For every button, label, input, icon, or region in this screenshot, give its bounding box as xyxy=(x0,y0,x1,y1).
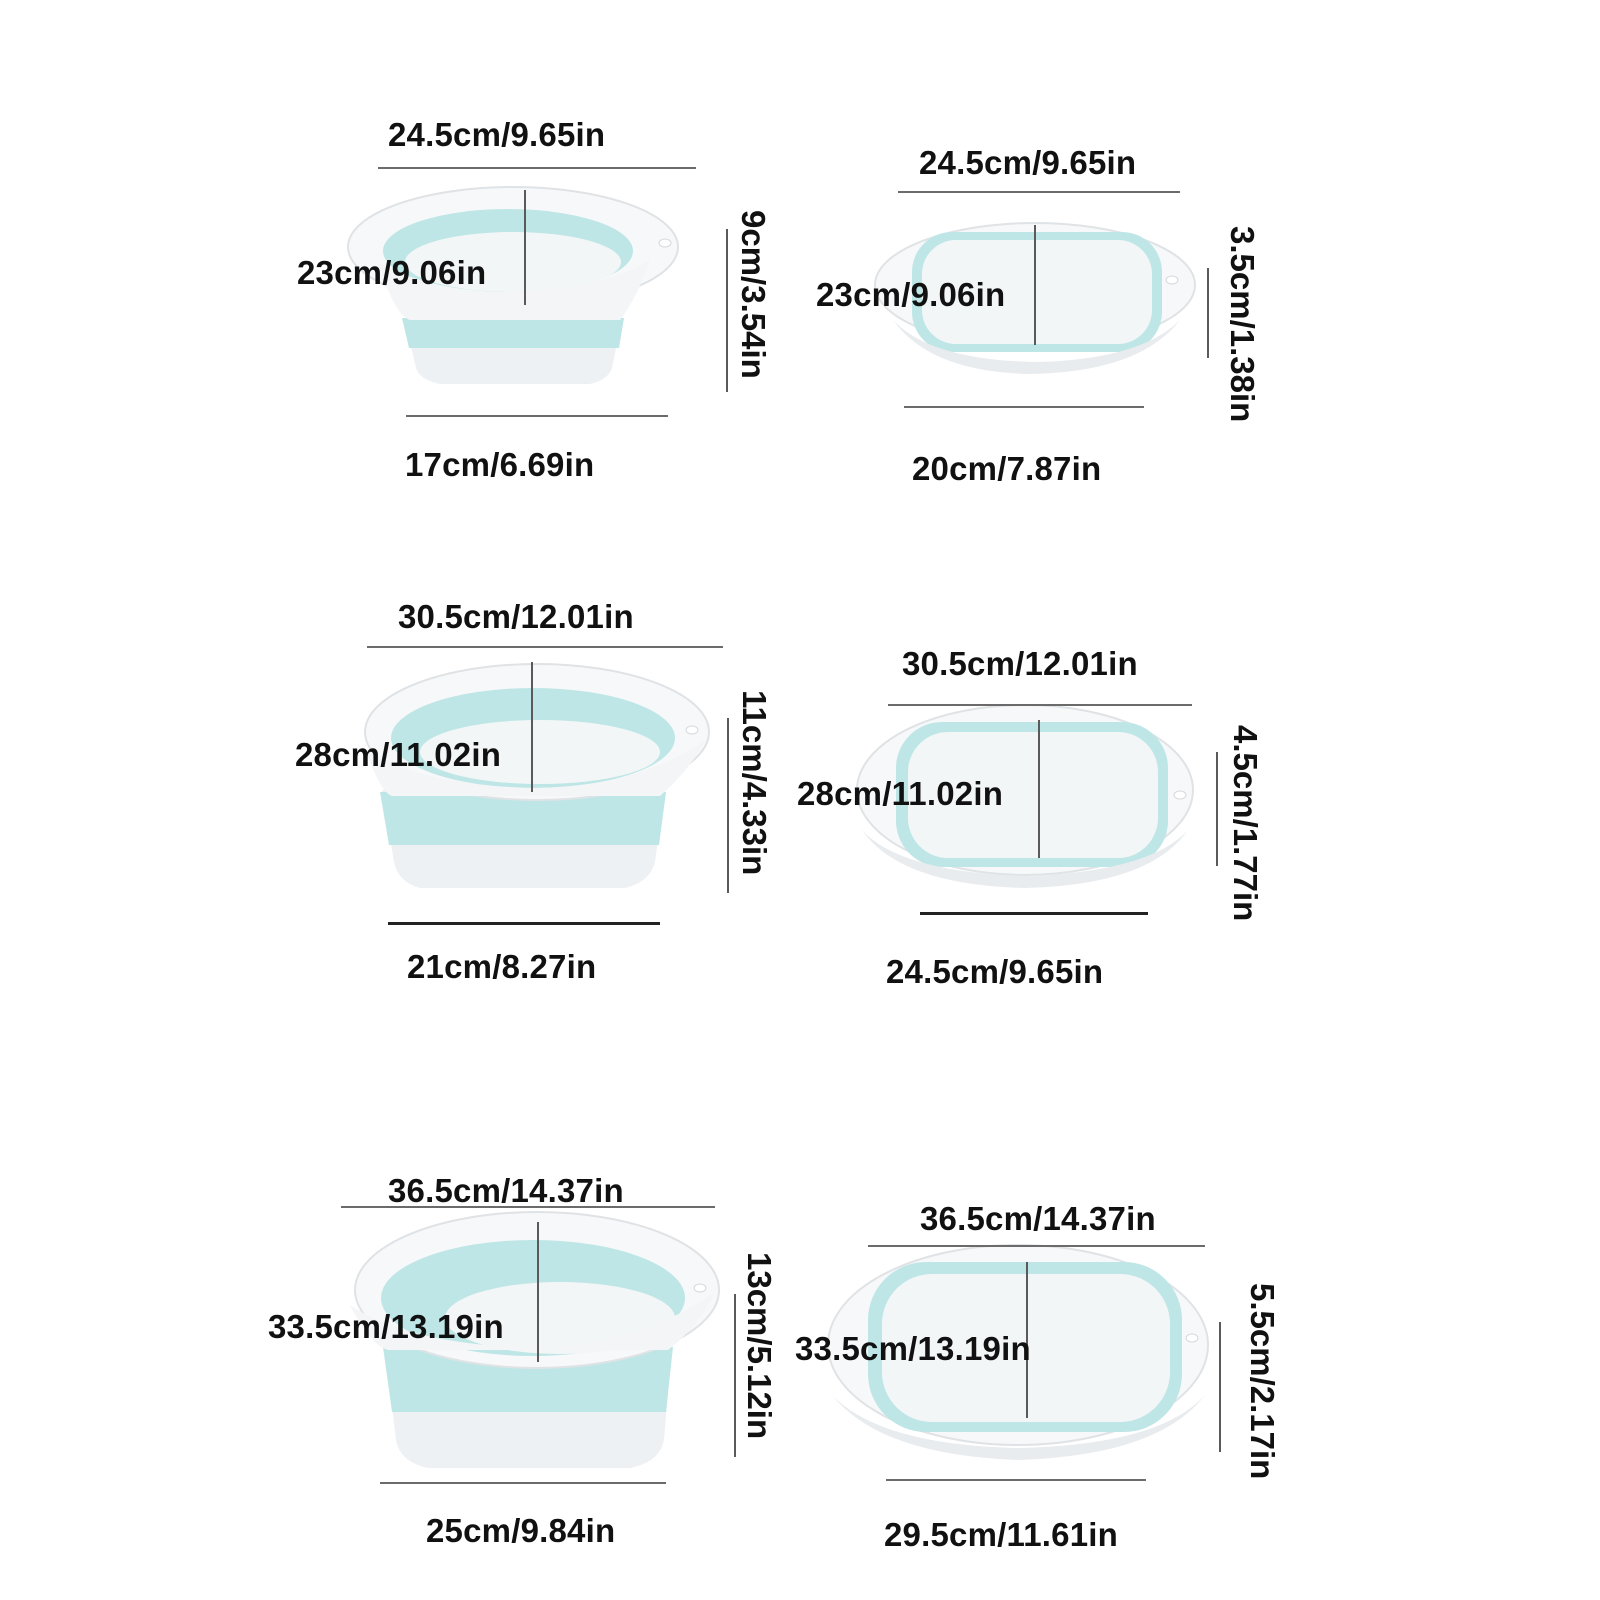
bottom-width-label: 25cm/9.84in xyxy=(426,1512,616,1549)
top-width-label: 24.5cm/9.65in xyxy=(919,144,1137,181)
bottom-width-line xyxy=(406,415,668,417)
top-width-label: 30.5cm/12.01in xyxy=(398,598,634,635)
depth-line xyxy=(531,662,533,792)
top-width-label: 36.5cm/14.37in xyxy=(388,1172,624,1209)
depth-label: 33.5cm/13.19in xyxy=(795,1330,1031,1367)
height-label: 5.5cm/2.17in xyxy=(1244,1283,1281,1480)
bottom-width-line xyxy=(380,1482,666,1484)
depth-label: 28cm/11.02in xyxy=(295,736,502,773)
height-line xyxy=(727,718,729,893)
depth-line xyxy=(1034,225,1036,345)
height-line xyxy=(1219,1322,1221,1452)
top-width-label: 24.5cm/9.65in xyxy=(388,116,606,153)
depth-label: 28cm/11.02in xyxy=(797,775,1004,812)
depth-line xyxy=(537,1222,539,1362)
bottom-width-line xyxy=(920,912,1148,915)
top-width-line xyxy=(378,167,696,169)
depth-line xyxy=(1038,720,1040,858)
top-width-line xyxy=(868,1245,1205,1247)
depth-line xyxy=(1026,1262,1028,1418)
depth-label: 23cm/9.06in xyxy=(816,276,1006,313)
height-line xyxy=(734,1294,736,1457)
top-width-line xyxy=(888,704,1192,706)
top-width-label: 30.5cm/12.01in xyxy=(902,645,1138,682)
bottom-width-label: 21cm/8.27in xyxy=(407,948,597,985)
bottom-width-line xyxy=(886,1479,1146,1481)
height-line xyxy=(726,229,728,392)
top-width-line xyxy=(341,1206,715,1208)
height-line xyxy=(1207,268,1209,358)
top-width-line xyxy=(367,646,723,648)
bottom-width-label: 17cm/6.69in xyxy=(405,446,595,483)
depth-label: 33.5cm/13.19in xyxy=(268,1308,504,1345)
depth-label: 23cm/9.06in xyxy=(297,254,487,291)
depth-line xyxy=(524,190,526,305)
bottom-width-line xyxy=(904,406,1144,408)
bottom-width-label: 24.5cm/9.65in xyxy=(886,953,1104,990)
top-width-label: 36.5cm/14.37in xyxy=(920,1200,1156,1237)
bottom-width-line xyxy=(388,922,660,925)
bottom-width-label: 29.5cm/11.61in xyxy=(884,1516,1118,1553)
height-line xyxy=(1216,752,1218,866)
top-width-line xyxy=(898,191,1180,193)
bottom-width-label: 20cm/7.87in xyxy=(912,450,1102,487)
